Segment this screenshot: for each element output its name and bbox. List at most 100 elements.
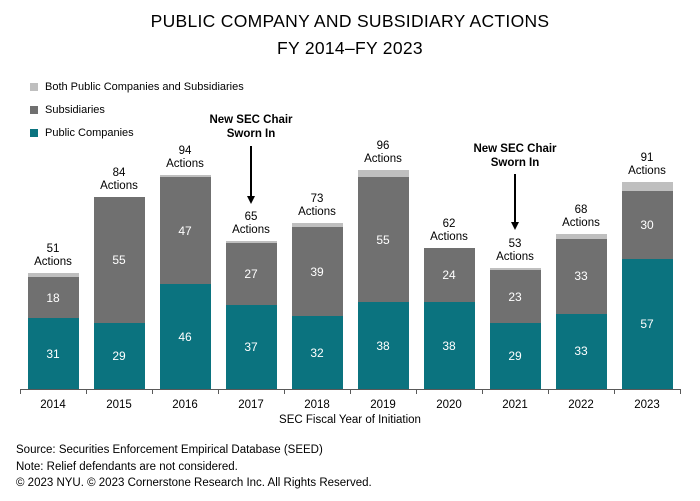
- bar-segment-subsidiaries: [93, 197, 145, 323]
- category-label: 2018: [304, 399, 330, 411]
- category-label: 2021: [502, 399, 528, 411]
- bar-segment-subsidiaries: [225, 243, 277, 305]
- annotation-text: New SEC Chair Sworn In: [209, 114, 293, 140]
- bar-segment-public-companies: [621, 259, 673, 389]
- bar-segment-subsidiaries: [489, 270, 541, 323]
- bar-segment-subsidiaries: [621, 190, 673, 260]
- chart-title-line1: PUBLIC COMPANY AND SUBSIDIARY ACTIONS: [150, 11, 550, 31]
- bar-segment-public-companies: [357, 302, 409, 389]
- bar-segment-public-companies: [291, 316, 343, 389]
- segment-value-label: 46: [178, 329, 192, 344]
- bar-segment-both: [489, 268, 541, 271]
- legend-label: Public Companies: [45, 126, 134, 139]
- bar-segment-subsidiaries: [159, 176, 211, 285]
- category-label: 2014: [40, 399, 66, 411]
- category-label: 2022: [568, 399, 594, 411]
- category-label: 2020: [436, 399, 462, 411]
- legend-swatch-both-icon: [30, 82, 38, 91]
- axis-tick: [548, 389, 549, 394]
- segment-value-label: 55: [112, 253, 126, 268]
- axis-tick: [680, 389, 681, 394]
- segment-value-label: 37: [244, 339, 258, 354]
- axis-tick: [20, 389, 21, 394]
- annotation-arrow-line: [250, 146, 252, 196]
- total-label: 96 Actions: [364, 140, 402, 166]
- category-label: 2019: [370, 399, 396, 411]
- axis-tick: [350, 389, 351, 394]
- axis-tick: [416, 389, 417, 394]
- annotation-arrowhead-icon: [510, 222, 519, 230]
- bar-segment-both: [225, 240, 277, 244]
- footer: Source: Securities Enforcement Empirical…: [16, 442, 372, 492]
- segment-value-label: 33: [574, 344, 588, 359]
- axis-tick: [86, 389, 87, 394]
- footer-source: Source: Securities Enforcement Empirical…: [16, 444, 323, 456]
- total-label: 94 Actions: [166, 144, 204, 170]
- bar-segment-subsidiaries: [423, 247, 475, 303]
- bar-segment-both: [555, 233, 607, 239]
- bar-segment-both: [159, 174, 211, 177]
- bar-segment-public-companies: [423, 302, 475, 389]
- segment-value-label: 47: [178, 223, 192, 238]
- legend-label: Subsidiaries: [45, 103, 105, 116]
- segment-value-label: 38: [442, 338, 456, 353]
- legend-item-both: Both Public Companies and Subsidiaries: [30, 75, 244, 98]
- bar-segment-public-companies: [555, 313, 607, 389]
- segment-value-label: 24: [442, 268, 456, 282]
- total-label: 62 Actions: [430, 217, 468, 243]
- legend-item-public-companies: Public Companies: [30, 121, 244, 144]
- bar-segment-public-companies: [159, 284, 211, 389]
- axis-tick: [284, 389, 285, 394]
- axis-tick: [482, 389, 483, 394]
- x-axis-title: SEC Fiscal Year of Initiation: [279, 414, 421, 426]
- total-label: 73 Actions: [298, 192, 336, 218]
- footer-note: Note: Relief defendants are not consider…: [16, 460, 238, 473]
- annotation-arrow-line: [514, 174, 516, 222]
- segment-value-label: 55: [376, 232, 390, 247]
- segment-value-label: 39: [310, 264, 324, 279]
- category-label: 2016: [172, 399, 198, 411]
- bar-segment-both: [27, 272, 79, 278]
- bar-segment-subsidiaries: [27, 277, 79, 319]
- bar-segment-both: [291, 222, 343, 228]
- bar-segment-public-companies: [93, 322, 145, 389]
- segment-value-label: 27: [244, 266, 258, 281]
- segment-value-label: 29: [112, 348, 126, 363]
- axis-tick: [218, 389, 219, 394]
- bar-segment-subsidiaries: [357, 176, 409, 303]
- segment-value-label: 31: [46, 346, 60, 361]
- chart-title-line2: FY 2014–FY 2023: [277, 38, 423, 58]
- segment-value-label: 29: [508, 348, 522, 363]
- segment-value-label: 18: [46, 290, 60, 305]
- bar-segment-public-companies: [27, 318, 79, 389]
- legend-item-subsidiaries: Subsidiaries: [30, 98, 244, 121]
- total-label: 68 Actions: [562, 203, 600, 229]
- bar-segment-subsidiaries: [555, 238, 607, 314]
- segment-value-label: 32: [310, 345, 324, 360]
- legend-swatch-public-companies-icon: [30, 128, 38, 137]
- bar-segment-both: [357, 170, 409, 177]
- footer-copyright: © 2023 NYU. © 2023 Cornerstone Research …: [16, 477, 372, 489]
- total-label: 84 Actions: [100, 167, 138, 193]
- category-label: 2017: [238, 399, 264, 411]
- legend: Both Public Companies and Subsidiaries S…: [30, 75, 244, 144]
- category-label: 2015: [106, 399, 132, 411]
- total-label: 51 Actions: [34, 242, 72, 268]
- total-label: 91 Actions: [628, 151, 666, 177]
- category-label: 2023: [634, 399, 660, 411]
- annotation-arrowhead-icon: [246, 196, 255, 204]
- bar-segment-public-companies: [225, 304, 277, 389]
- x-axis-line: [20, 389, 681, 390]
- total-label: 53 Actions: [496, 238, 534, 264]
- bar-segment-public-companies: [489, 322, 541, 389]
- page-title: PUBLIC COMPANY AND SUBSIDIARY ACTIONS FY…: [0, 8, 700, 62]
- segment-value-label: 33: [574, 269, 588, 284]
- legend-swatch-subsidiaries-icon: [30, 105, 38, 114]
- segment-value-label: 38: [376, 338, 390, 353]
- segment-value-label: 23: [508, 289, 522, 304]
- legend-label: Both Public Companies and Subsidiaries: [45, 80, 244, 93]
- bar-segment-both: [621, 181, 673, 191]
- annotation-text: New SEC Chair Sworn In: [473, 143, 557, 169]
